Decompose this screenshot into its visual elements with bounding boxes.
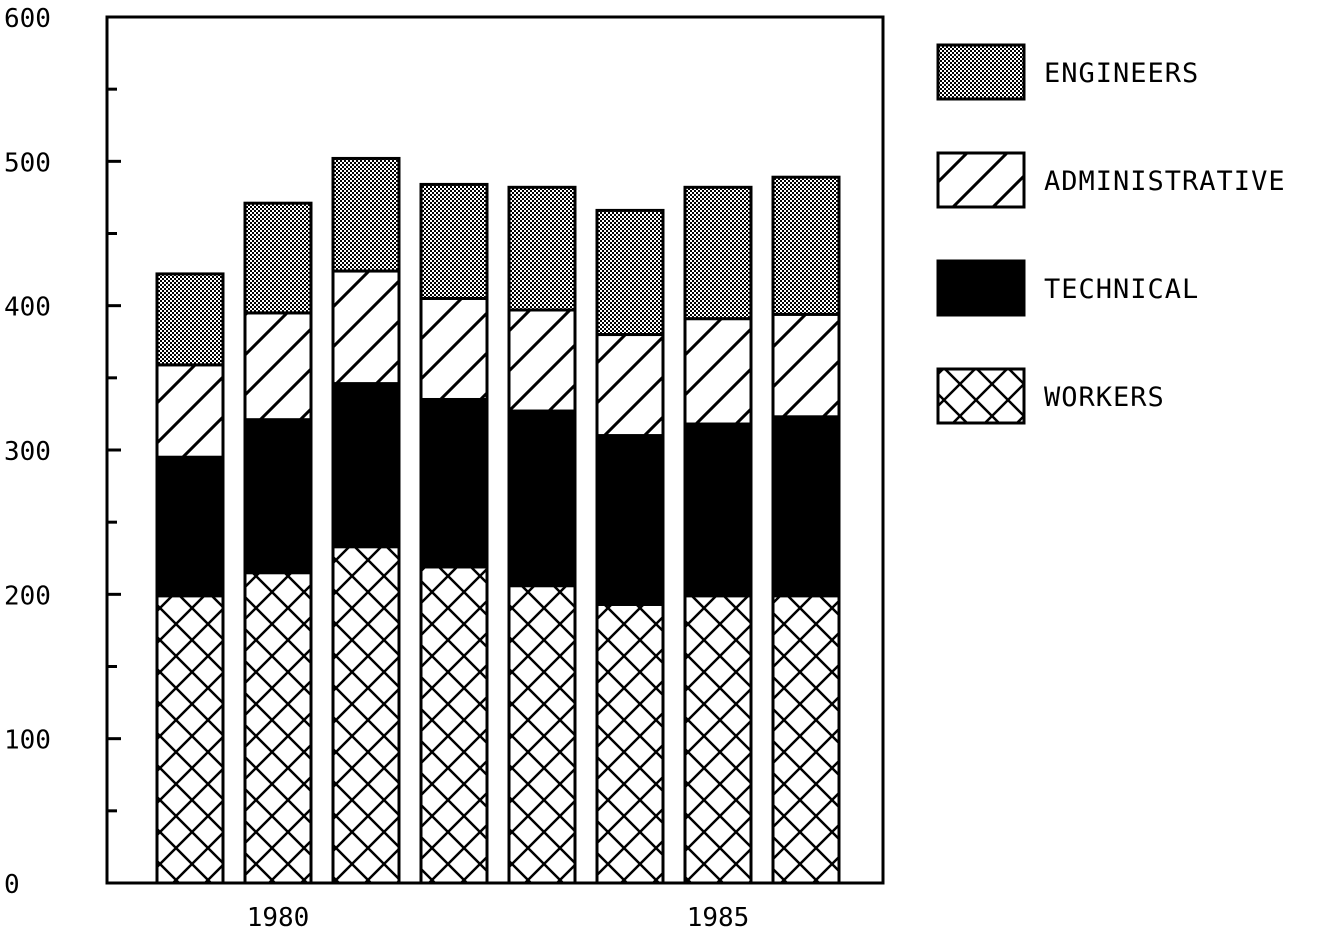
bar-technical-1980 (243, 418, 313, 575)
bar-workers-1982 (419, 565, 489, 885)
x-tick-label: 1980 (247, 903, 310, 933)
bar-workers-1980 (243, 571, 313, 885)
legend-swatch-engineers (936, 43, 1026, 101)
bar-administrative-1981 (331, 269, 401, 386)
bar-workers-1979 (155, 594, 225, 885)
legend-label-engineers: ENGINEERS (1044, 58, 1199, 89)
bar-workers-1984 (595, 602, 665, 885)
bars (155, 156, 841, 885)
bar-engineers-1985 (683, 185, 753, 321)
legend-label-administrative: ADMINISTRATIVE (1044, 166, 1286, 197)
bar-technical-1981 (331, 382, 401, 549)
y-tick-label: 600 (4, 4, 51, 34)
y-tick-label: 500 (4, 148, 51, 178)
bar-workers-1985 (683, 594, 753, 885)
bar-engineers-1983 (507, 185, 577, 312)
bar-technical-1979 (155, 455, 225, 598)
bar-workers-1983 (507, 584, 577, 885)
legend-label-workers: WORKERS (1044, 382, 1165, 413)
bar-engineers-1986 (771, 175, 841, 316)
legend-swatch-workers (936, 367, 1026, 425)
legend-swatch-technical (936, 259, 1026, 317)
bar-administrative-1984 (595, 333, 665, 438)
bar-technical-1985 (683, 422, 753, 598)
legend-label-technical: TECHNICAL (1044, 274, 1199, 305)
y-tick-label: 0 (4, 870, 20, 900)
y-tick-label: 400 (4, 293, 51, 323)
bar-administrative-1979 (155, 363, 225, 459)
x-axis: 1980 1985 (247, 903, 750, 933)
bar-engineers-1979 (155, 272, 225, 367)
legend-swatch-administrative (936, 151, 1026, 209)
y-axis: 0 100 200 300 400 500 600 (4, 4, 121, 900)
legend: ENGINEERS ADMINISTRATIVE TECHNICAL WORKERS (936, 43, 1286, 425)
bar-administrative-1982 (419, 296, 489, 401)
bar-technical-1984 (595, 434, 665, 606)
bar-workers-1986 (771, 594, 841, 885)
bar-administrative-1985 (683, 317, 753, 426)
y-tick-label: 100 (4, 726, 51, 756)
x-tick-label: 1985 (687, 903, 750, 933)
bar-engineers-1982 (419, 182, 489, 300)
y-tick-label: 200 (4, 581, 51, 611)
bar-engineers-1981 (331, 156, 401, 273)
bar-administrative-1986 (771, 312, 841, 419)
bar-workers-1981 (331, 545, 401, 885)
bar-administrative-1980 (243, 311, 313, 422)
bar-engineers-1980 (243, 201, 313, 315)
bar-technical-1983 (507, 409, 577, 588)
y-tick-label: 300 (4, 437, 51, 467)
bar-technical-1982 (419, 397, 489, 569)
bar-engineers-1984 (595, 208, 665, 337)
bar-administrative-1983 (507, 308, 577, 413)
bar-technical-1986 (771, 415, 841, 598)
